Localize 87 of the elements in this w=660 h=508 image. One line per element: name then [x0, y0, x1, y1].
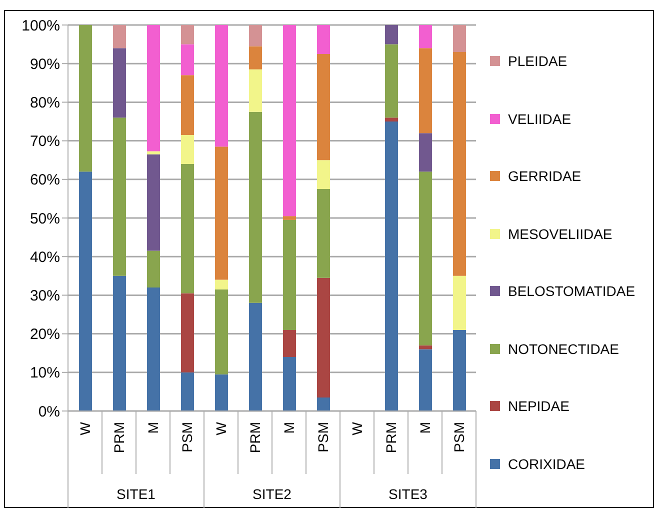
bar [419, 349, 432, 411]
bar [215, 289, 228, 374]
bar [147, 151, 160, 154]
y-tick-label: 70% [30, 133, 60, 150]
bar [453, 25, 466, 52]
x-tick-label: W [349, 421, 365, 436]
bar [385, 122, 398, 411]
y-tick-label: 10% [30, 364, 60, 382]
bar [215, 146, 228, 280]
bar [181, 293, 194, 372]
bar [317, 25, 330, 54]
x-tick-label: PSM [451, 422, 467, 452]
bar [79, 25, 92, 172]
y-tick-label: 20% [30, 326, 60, 344]
y-tick-label: 50% [30, 210, 60, 228]
bar [283, 216, 296, 220]
legend-label: MESOVELIIDAE [508, 226, 612, 242]
bar [283, 330, 296, 357]
x-tick-label: PRM [383, 422, 399, 454]
bar [147, 154, 160, 251]
y-tick-label: 60% [30, 172, 60, 189]
bar [385, 118, 398, 122]
legend-label: CORIXIDAE [508, 456, 586, 472]
text: SITE1 [116, 486, 156, 502]
y-tick-label: 100% [22, 17, 60, 34]
bar [385, 25, 398, 44]
bar [419, 133, 432, 172]
bar [215, 374, 228, 411]
bar [419, 25, 432, 48]
y-tick-label: 40% [30, 248, 60, 266]
bar [453, 52, 466, 276]
bar [113, 48, 126, 118]
bar [249, 112, 262, 303]
legend-label: BELOSTOMATIDAE [508, 283, 636, 299]
y-tick-label: 30% [30, 288, 60, 305]
x-tick-label: M [417, 422, 433, 434]
bar [317, 160, 330, 190]
bar [113, 25, 126, 48]
legend-label: NOTONECTIDAE [508, 340, 619, 356]
bar [181, 44, 194, 76]
bar [147, 250, 160, 288]
x-tick-label: M [145, 422, 161, 434]
bar [113, 276, 126, 411]
legend-label: NEPIDAE [508, 398, 570, 414]
x-tick-label: PRM [247, 422, 263, 454]
legend-label: VELIIDAE [508, 110, 572, 126]
bar [317, 54, 330, 160]
bar [249, 25, 262, 46]
legend-label: GERRIDAE [508, 168, 582, 184]
bar [317, 397, 330, 411]
bar [181, 135, 194, 164]
bar [113, 118, 126, 276]
x-tick-label: PRM [111, 422, 127, 454]
text: SITE3 [388, 486, 428, 502]
bar [283, 25, 296, 216]
bar [249, 69, 262, 112]
x-tick-label: W [77, 421, 93, 436]
text: SITE2 [252, 486, 292, 502]
bar [419, 48, 432, 134]
bar [453, 330, 466, 411]
bar [249, 46, 262, 70]
x-tick-label: W [213, 421, 229, 436]
bar [249, 302, 262, 411]
x-tick-label: PSM [315, 422, 331, 452]
bar [181, 75, 194, 136]
bar [283, 356, 296, 411]
y-tick-label: 80% [30, 94, 60, 112]
bar [147, 287, 160, 411]
bar [215, 25, 228, 147]
bar [317, 189, 330, 278]
bar [283, 220, 296, 330]
bar [147, 25, 160, 152]
y-tick-label: 90% [30, 56, 60, 73]
x-tick-label: M [281, 422, 297, 434]
y-tick-label: 0% [38, 403, 60, 420]
bar [181, 25, 194, 44]
legend-label: PLEIDAE [508, 53, 568, 69]
x-tick-label: PSM [179, 422, 195, 452]
bar [419, 345, 432, 350]
bar [453, 276, 466, 330]
bar [79, 172, 92, 411]
bar [419, 172, 432, 346]
bar [181, 164, 194, 294]
bar [181, 372, 194, 411]
bar [385, 44, 398, 118]
bar [317, 278, 330, 398]
bar [215, 280, 228, 290]
